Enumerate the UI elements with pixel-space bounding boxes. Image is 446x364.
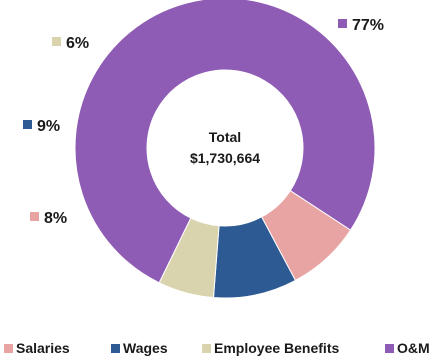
percent-label-om: 77% [352,17,384,34]
label-marker-employee-benefits [52,37,61,46]
slices-group [74,0,376,299]
legend-label-om: O&M [397,340,430,356]
percent-label-wages: 9% [37,118,60,135]
label-marker-wages [23,120,32,129]
legend-item-wages[interactable]: Wages [111,340,168,356]
legend-item-salaries[interactable]: Salaries [4,340,70,356]
legend-swatch-salaries [4,343,13,353]
donut-chart: 77% 8% 9% 6% Total $1,730,664 [23,0,384,299]
legend-label-salaries: Salaries [16,340,70,356]
slice-employee-benefits[interactable] [158,217,220,299]
percent-label-employee-benefits: 6% [66,35,89,52]
slice-om[interactable] [74,0,376,284]
label-marker-salaries [30,212,39,221]
center-total-label: Total [209,129,241,145]
legend-swatch-om [385,343,394,353]
legend-item-om[interactable]: O&M [385,340,430,356]
percent-label-salaries: 8% [44,210,67,227]
legend-swatch-wages [111,343,120,353]
legend-label-employee-benefits: Employee Benefits [214,340,340,356]
legend-swatch-employee-benefits [202,343,211,353]
label-markers-group [23,19,347,221]
center-total-value: $1,730,664 [190,150,260,166]
legend-label-wages: Wages [123,340,168,356]
percent-labels-group: 77% 8% 9% 6% [37,17,384,227]
legend: Salaries Wages Employee Benefits O&M [0,340,446,362]
legend-item-employee-benefits[interactable]: Employee Benefits [202,340,339,356]
label-marker-om [338,19,347,28]
